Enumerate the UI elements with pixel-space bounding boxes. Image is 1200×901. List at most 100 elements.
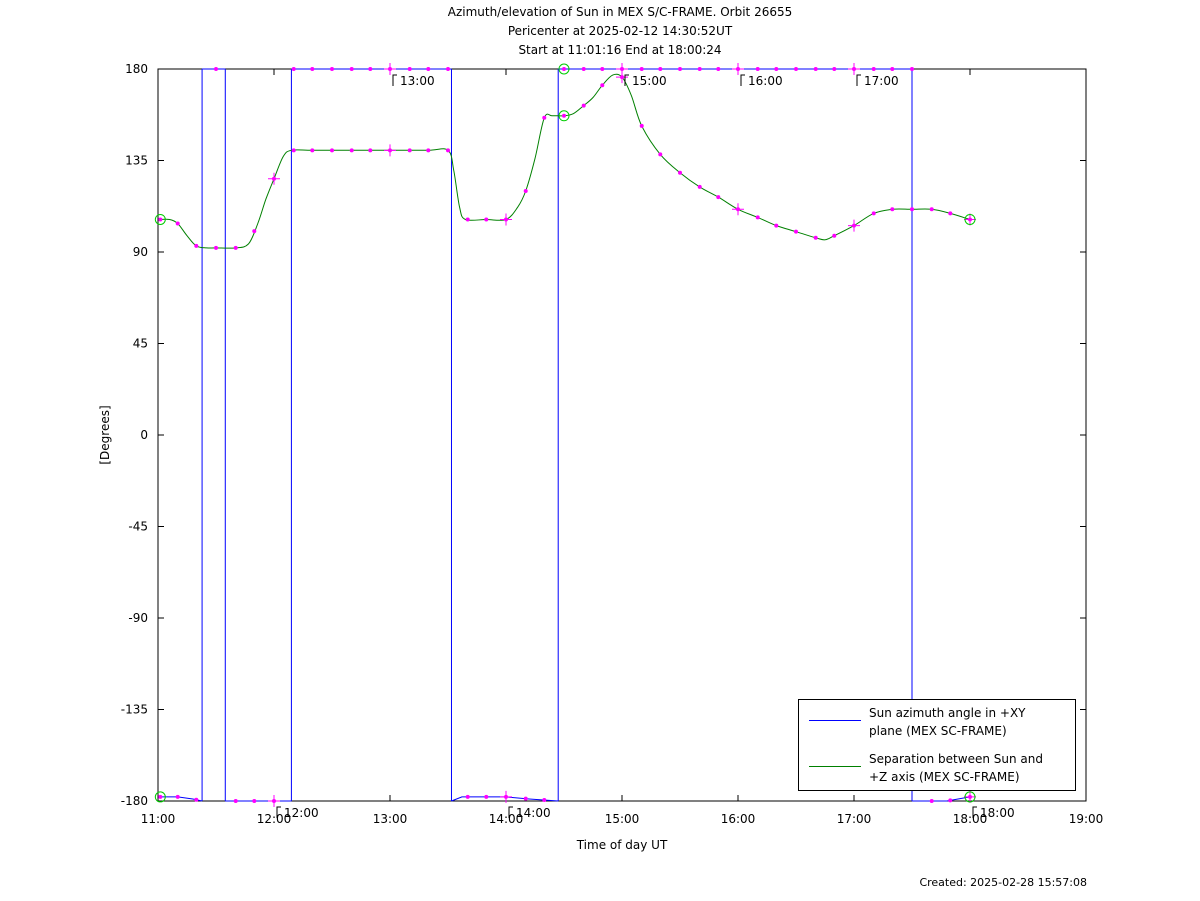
x-tick-label-7: 18:00 <box>953 812 988 826</box>
hour-annotation-0: 12:00 <box>276 806 319 820</box>
hour-annotation-pointer-5 <box>856 74 861 86</box>
x-tick-label-1: 12:00 <box>257 812 292 826</box>
hour-annotation-3: 15:00 <box>624 74 667 88</box>
azimuth-marker-2 <box>194 797 199 802</box>
separation-circle-marker-2 <box>964 213 976 225</box>
x-tick-label-0: 11:00 <box>141 812 176 826</box>
separation-hour-cross-6 <box>964 213 976 226</box>
separation-marker-5 <box>252 229 257 234</box>
hour-annotation-pointer-3 <box>624 74 629 86</box>
hour-annotation-pointer-6 <box>972 806 977 818</box>
separation-marker-9 <box>330 148 334 153</box>
label-layer: 180 135 90 45 0 -45 -90 -135 -180 11:00 12:00 13:00… <box>98 62 1103 852</box>
y-tick-label-1: 135 <box>125 154 148 168</box>
azimuth-marker-21 <box>562 67 566 71</box>
separation-marker-34 <box>813 235 818 240</box>
legend-swatch-azimuth <box>809 720 861 721</box>
separation-marker-33 <box>794 229 798 234</box>
azimuth-hour-cross-3 <box>616 63 628 75</box>
separation-hour-cross-5 <box>848 219 860 232</box>
y-tick-label-6: -90 <box>128 611 148 625</box>
azimuth-marker-19 <box>523 796 528 801</box>
azimuth-marker-13 <box>407 67 412 71</box>
separation-marker-31 <box>755 215 760 220</box>
azimuth-marker-15 <box>446 67 450 71</box>
hour-annotation-label-3: 15:00 <box>632 74 667 88</box>
separation-marker-13 <box>407 148 412 153</box>
hour-annotation-label-1: 13:00 <box>400 74 435 88</box>
legend-swatch-separation <box>809 766 861 767</box>
x-tick-label-8: 19:00 <box>1069 812 1104 826</box>
azimuth-circle-marker-2 <box>964 791 976 803</box>
azimuth-circle-marker-0 <box>154 791 166 803</box>
separation-marker-14 <box>426 148 431 153</box>
separation-hour-cross-4 <box>732 203 744 216</box>
azimuth-marker-17 <box>484 794 489 799</box>
hour-annotation-pointer-2 <box>508 806 513 818</box>
series-layer <box>160 68 971 802</box>
separation-marker-3 <box>214 245 218 250</box>
separation-marker-17 <box>484 217 489 222</box>
azimuth-marker-29 <box>716 67 721 71</box>
chart-title-line-3: Start at 11:01:16 End at 18:00:24 <box>518 43 722 57</box>
y-tick-label-8: -180 <box>121 794 148 808</box>
separation-marker-32 <box>774 223 779 228</box>
separation-marker-4 <box>233 245 238 250</box>
y-tick-label-4: 0 <box>140 428 148 442</box>
separation-marker-10 <box>349 148 354 153</box>
separation-marker-0 <box>158 217 163 222</box>
marker-layer <box>154 63 976 807</box>
separation-marker-38 <box>890 207 895 212</box>
azimuth-marker-35 <box>832 67 837 71</box>
hour-annotation-5: 17:00 <box>856 74 899 88</box>
separation-marker-35 <box>832 233 837 238</box>
azimuth-marker-33 <box>794 67 798 71</box>
azimuth-marker-8 <box>310 67 315 71</box>
azimuth-hour-cross-6 <box>964 790 976 803</box>
x-axis-label: Time of day UT <box>576 838 668 852</box>
azimuth-marker-38 <box>890 67 895 71</box>
separation-marker-40 <box>929 207 934 212</box>
chart-title-line-2: Pericenter at 2025-02-12 14:30:52UT <box>507 24 733 38</box>
y-tick-label-5: -45 <box>128 520 148 534</box>
legend-item-azimuth: Sun azimuth angle in +XY plane (MEX SC-F… <box>799 700 1077 744</box>
separation-marker-16 <box>465 217 470 222</box>
hour-annotation-label-0: 12:00 <box>284 806 319 820</box>
legend-item-separation: Separation between Sun and +Z axis (MEX … <box>799 746 1077 790</box>
x-tick-label-6: 17:00 <box>837 812 872 826</box>
separation-marker-39 <box>910 207 914 212</box>
azimuth-hour-cross-0 <box>268 795 280 807</box>
azimuth-marker-40 <box>929 799 934 803</box>
separation-marker-7 <box>291 148 296 153</box>
separation-marker-27 <box>678 170 682 175</box>
azimuth-marker-1 <box>175 794 180 799</box>
legend-label-separation: Separation between Sun and +Z axis (MEX … <box>869 752 1043 784</box>
created-timestamp: Created: 2025-02-28 15:57:08 <box>919 876 1087 889</box>
hour-annotation-4: 16:00 <box>740 74 783 88</box>
hour-annotation-6: 18:00 <box>972 806 1015 820</box>
azimuth-marker-14 <box>426 67 431 71</box>
separation-marker-19 <box>523 189 528 193</box>
azimuth-hour-cross-1 <box>384 63 396 75</box>
legend: Sun azimuth angle in +XY plane (MEX SC-F… <box>798 699 1076 791</box>
chart-title-line-1: Azimuth/elevation of Sun in MEX S/C-FRAM… <box>447 5 793 19</box>
legend-label-azimuth: Sun azimuth angle in +XY plane (MEX SC-F… <box>869 706 1026 738</box>
separation-circle-marker-1 <box>558 110 570 122</box>
hour-annotation-label-5: 17:00 <box>864 74 899 88</box>
x-tick-label-4: 15:00 <box>605 812 640 826</box>
azimuth-marker-10 <box>349 67 354 71</box>
separation-line <box>160 73 971 249</box>
azimuth-segment-6 <box>912 796 971 802</box>
azimuth-marker-16 <box>465 794 470 799</box>
azimuth-marker-31 <box>755 67 760 71</box>
hour-annotation-2: 14:00 <box>508 806 551 820</box>
azimuth-marker-9 <box>330 67 334 71</box>
y-tick-label-3: 45 <box>133 337 148 351</box>
azimuth-marker-27 <box>678 67 682 71</box>
x-tick-label-3: 14:00 <box>489 812 524 826</box>
separation-circle-marker-0 <box>154 213 166 225</box>
separation-marker-11 <box>368 148 373 153</box>
x-tick-label-2: 13:00 <box>373 812 408 826</box>
azimuth-marker-39 <box>910 67 914 71</box>
